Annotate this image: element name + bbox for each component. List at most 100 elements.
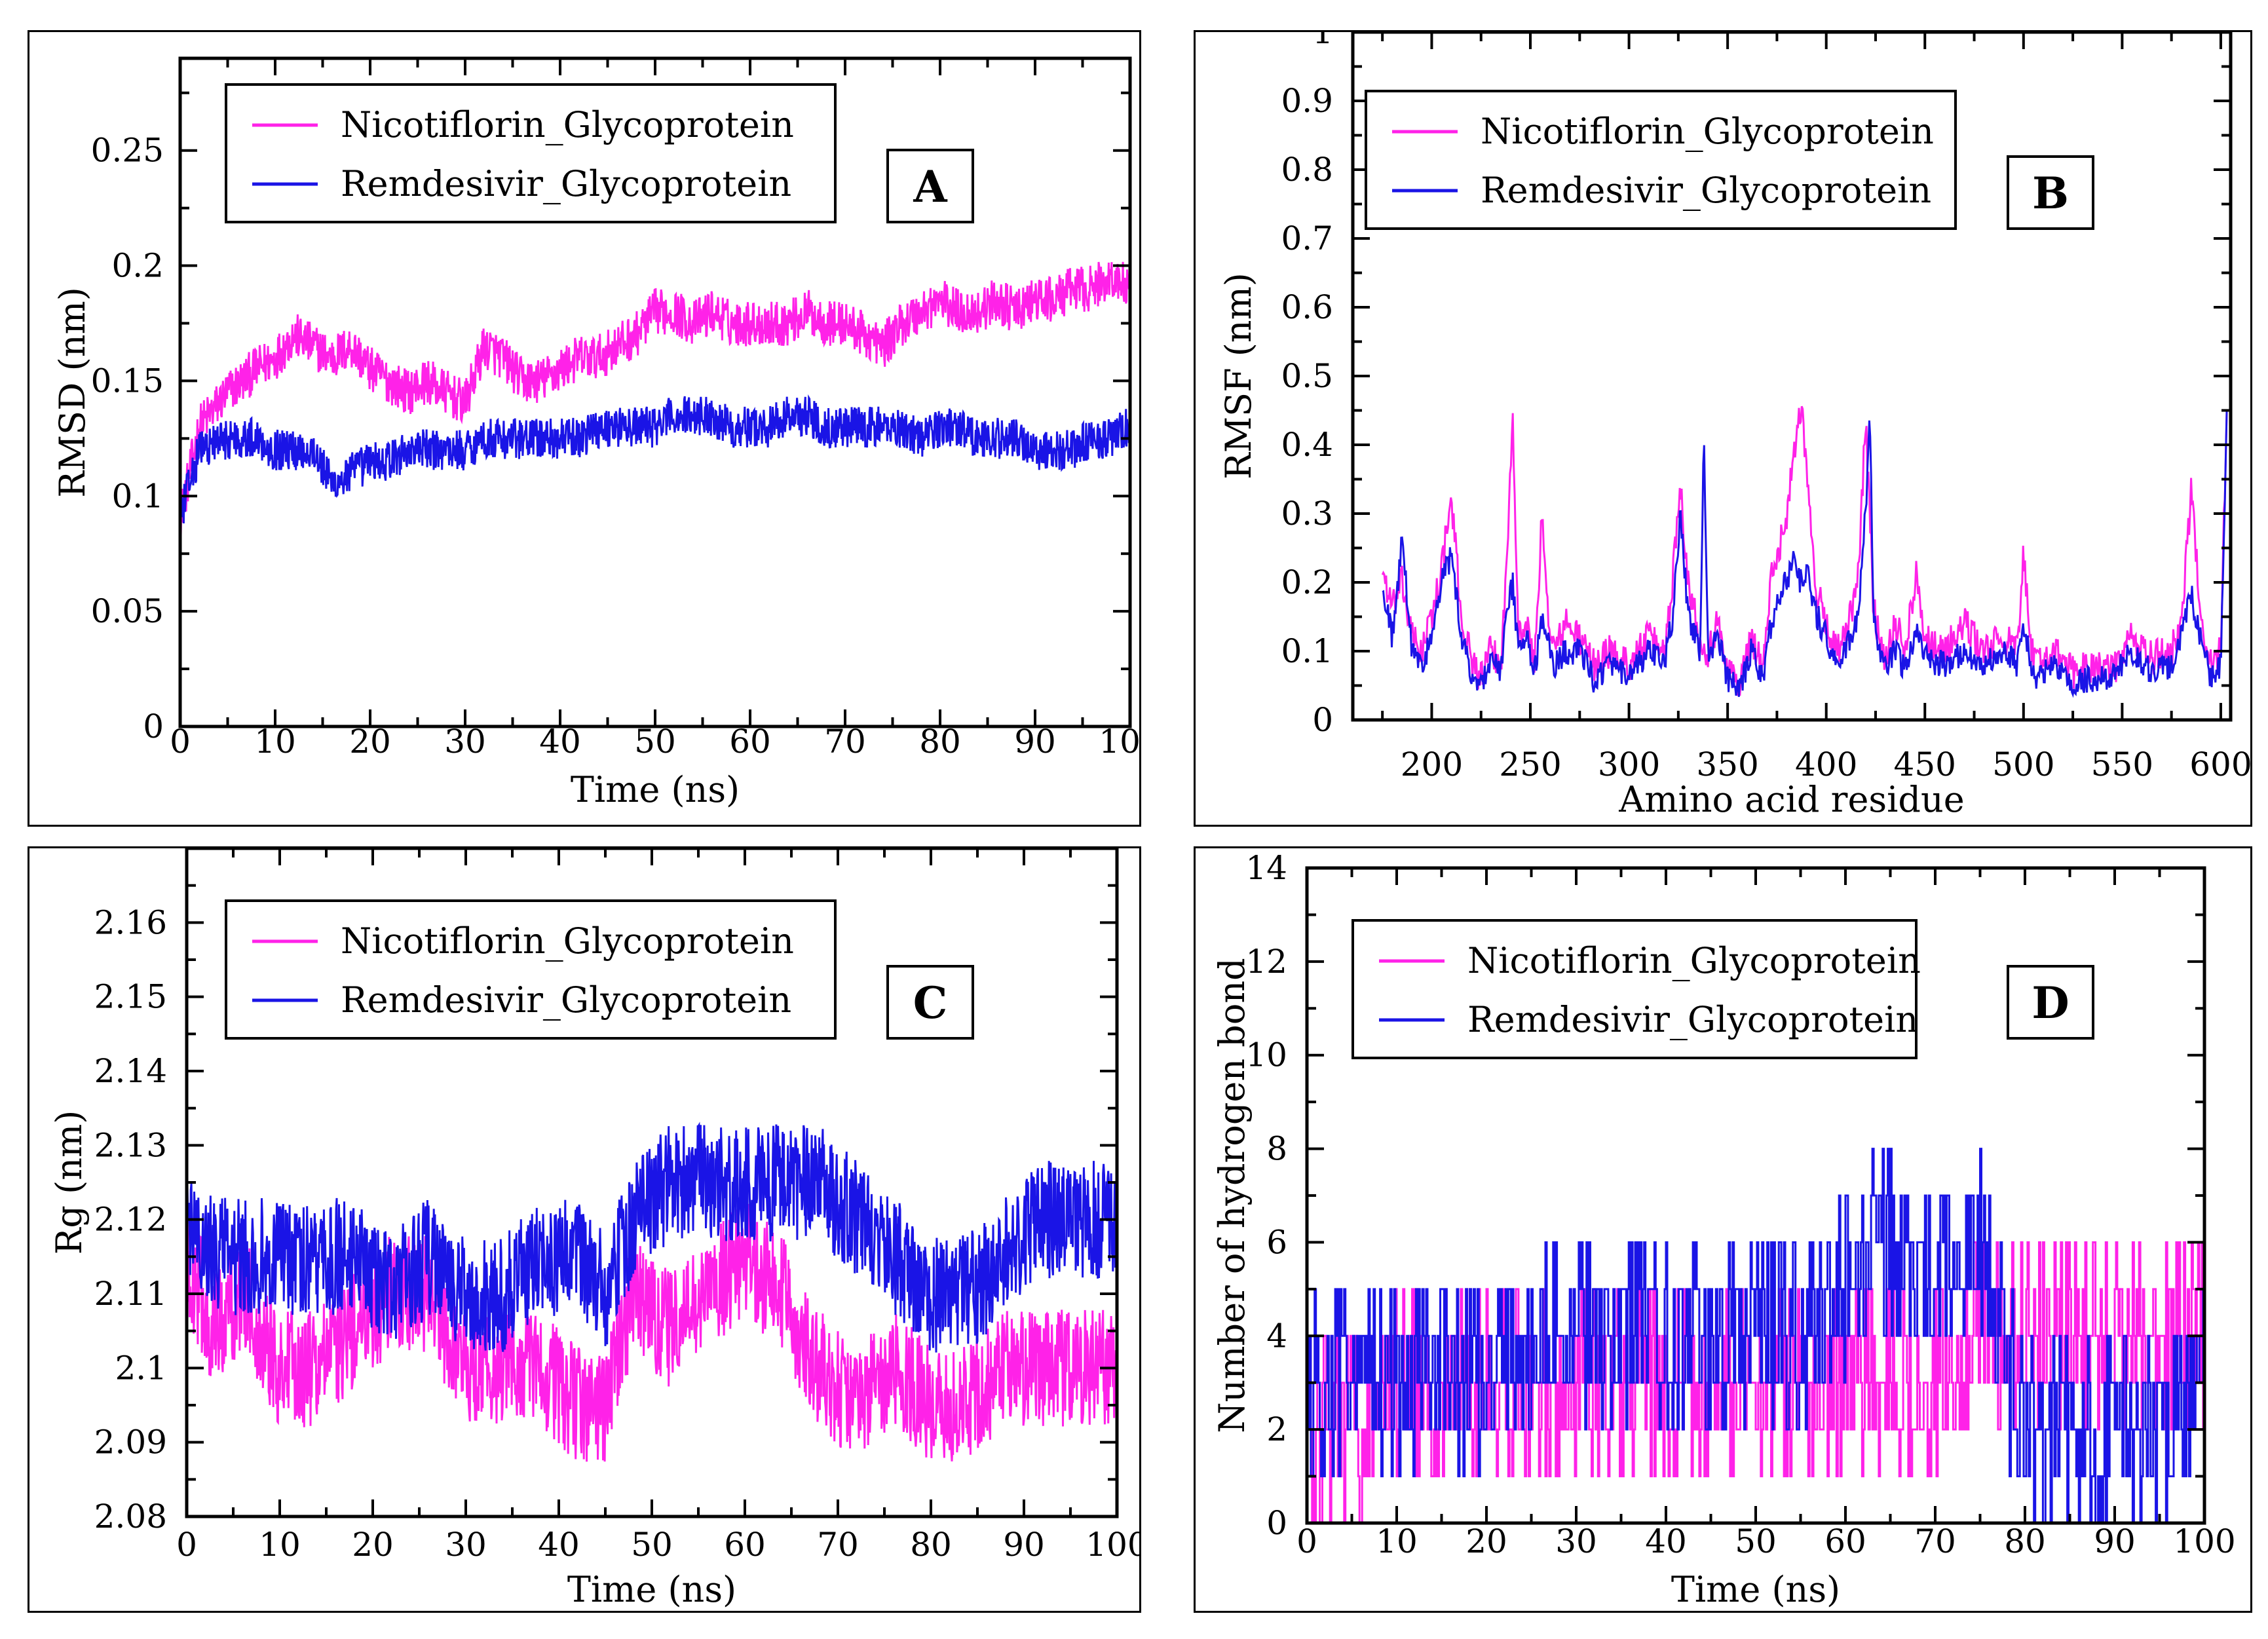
x-tick-label: 0 xyxy=(170,723,191,761)
y-tick-label: 0.9 xyxy=(1281,82,1333,120)
panel-letter: C xyxy=(913,977,948,1028)
y-tick-label: 0.2 xyxy=(1281,563,1333,601)
series-line-nicotiflorin xyxy=(180,261,1130,542)
y-tick-label: 12 xyxy=(1245,943,1287,981)
x-tick-label: 50 xyxy=(634,723,676,761)
panel-letter-box xyxy=(886,965,974,1040)
x-tick-label: 70 xyxy=(824,723,866,761)
x-tick-label: 20 xyxy=(352,1526,394,1564)
panel-letter: D xyxy=(2032,977,2069,1028)
x-tick-label: 0 xyxy=(176,1526,197,1564)
y-tick-label: 0.15 xyxy=(91,362,164,400)
y-tick-label: 2.12 xyxy=(94,1201,167,1239)
y-tick-label: 4 xyxy=(1266,1317,1287,1355)
x-tick-label: 60 xyxy=(729,723,771,761)
series-line-nicotiflorin xyxy=(1381,405,2228,696)
series-line-remdesivir xyxy=(1307,1148,2204,1523)
series-line-remdesivir xyxy=(180,394,1130,524)
x-tick-label: 100 xyxy=(1099,723,1139,761)
y-tick-label: 0 xyxy=(143,707,164,745)
x-axis-label: Time (ns) xyxy=(1671,1569,1840,1610)
y-tick-label: 2.09 xyxy=(94,1423,167,1461)
x-tick-label: 10 xyxy=(254,723,296,761)
legend: Nicotiflorin_Glycoprotein Remdesivir_Glyc… xyxy=(225,899,837,1040)
x-tick-label: 500 xyxy=(1992,745,2054,783)
x-tick-label: 90 xyxy=(1014,723,1056,761)
y-tick-label: 2.13 xyxy=(94,1126,167,1164)
x-tick-label: 30 xyxy=(445,1526,487,1564)
y-tick-label: 0.1 xyxy=(1281,632,1333,670)
series-line-remdesivir xyxy=(1382,411,2228,698)
x-tick-label: 50 xyxy=(631,1526,673,1564)
y-axis-label: RMSD (nm) xyxy=(52,287,93,498)
y-tick-label: 0.2 xyxy=(111,247,164,285)
y-tick-label: 1 xyxy=(1312,32,1333,51)
chart-b-svg: 200 250 300 350 400 450 500 550 600 0 0.1 0.2 0.3 0.4… xyxy=(1218,32,2250,820)
y-tick-label: 2 xyxy=(1266,1410,1287,1448)
x-tick-label: 60 xyxy=(1824,1522,1866,1560)
legend-label-remdesivir: Remdesivir_Glycoprotein xyxy=(341,979,791,1021)
panel-a: 0 10 20 30 40 50 60 70 80 90 100 0 0.05 0.1 0.15 0.2 0.2… xyxy=(28,30,1141,827)
y-axis-label: Rg (nm) xyxy=(48,1110,90,1255)
y-tick-label: 14 xyxy=(1245,849,1287,887)
panel-c: 0 10 20 30 40 50 60 70 80 90 100 2.08 2.09 2.1 2.11 2.1… xyxy=(28,846,1141,1613)
x-tick-label: 100 xyxy=(1086,1526,1139,1564)
y-axis-label: Number of hydrogen bond xyxy=(1211,958,1253,1433)
panel-letter: A xyxy=(913,161,947,212)
legend-label-remdesivir: Remdesivir_Glycoprotein xyxy=(1467,999,1918,1040)
x-tick-label: 40 xyxy=(538,1526,580,1564)
y-tick-label: 0 xyxy=(1266,1504,1287,1542)
y-tick-label: 0.8 xyxy=(1281,151,1333,189)
chart-c-svg: 0 10 20 30 40 50 60 70 80 90 100 2.08 2.09 2.1 2.11 2.1… xyxy=(48,848,1139,1610)
y-axis-label: RMSF (nm) xyxy=(1218,273,1259,480)
x-tick-label: 80 xyxy=(919,723,961,761)
y-tick-label: 2.15 xyxy=(94,978,167,1016)
legend: Nicotiflorin_Glycoprotein Remdesivir_Glyc… xyxy=(225,83,837,223)
x-tick-label: 40 xyxy=(539,723,581,761)
y-tick-label: 0.6 xyxy=(1281,288,1333,326)
y-tick-label: 0.05 xyxy=(91,592,164,630)
x-axis-label: Amino acid residue xyxy=(1618,779,1964,820)
x-tick-label: 10 xyxy=(259,1526,301,1564)
legend-label-nicotiflorin: Nicotiflorin_Glycoprotein xyxy=(341,104,794,145)
x-axis-label: Time (ns) xyxy=(567,1569,736,1610)
x-tick-label: 300 xyxy=(1598,745,1660,783)
y-tick-label: 0.1 xyxy=(111,477,164,515)
x-tick-label: 10 xyxy=(1376,1522,1418,1560)
x-tick-label: 70 xyxy=(817,1526,859,1564)
legend-label-nicotiflorin: Nicotiflorin_Glycoprotein xyxy=(1467,940,1921,981)
legend: Nicotiflorin_Glycoprotein Remdesivir_Glyc… xyxy=(1351,919,1921,1059)
x-axis-label: Time (ns) xyxy=(571,769,740,810)
y-tick-label: 8 xyxy=(1266,1130,1287,1168)
x-tick-label: 60 xyxy=(724,1526,766,1564)
y-tick-label: 2.16 xyxy=(94,903,167,941)
x-tick-label: 90 xyxy=(2094,1522,2136,1560)
x-tick-label: 350 xyxy=(1696,745,1758,783)
x-tick-label: 250 xyxy=(1499,745,1561,783)
panel-letter-box xyxy=(2007,155,2094,230)
x-tick-label: 50 xyxy=(1735,1522,1777,1560)
panel-letter: B xyxy=(2032,168,2069,219)
chart-d-svg: 0 10 20 30 40 50 60 70 80 90 100 0 2 4 6 8 10 12 14 Time (n… xyxy=(1211,849,2236,1610)
x-tick-label: 30 xyxy=(444,723,486,761)
y-tick-label: 0.7 xyxy=(1281,219,1333,257)
y-tick-label: 0.25 xyxy=(91,132,164,170)
x-tick-label: 450 xyxy=(1894,745,1956,783)
panel-b: 200 250 300 350 400 450 500 550 600 0 0.1 0.2 0.3 0.4… xyxy=(1194,30,2252,827)
x-tick-label: 100 xyxy=(2173,1522,2235,1560)
series-line-nicotiflorin xyxy=(187,1202,1117,1462)
legend-label-remdesivir: Remdesivir_Glycoprotein xyxy=(1481,170,1931,211)
y-tick-label: 0.3 xyxy=(1281,495,1333,533)
legend-label-remdesivir: Remdesivir_Glycoprotein xyxy=(341,163,791,204)
x-tick-label: 90 xyxy=(1003,1526,1045,1564)
series-line-remdesivir xyxy=(187,1121,1117,1353)
y-tick-label: 2.11 xyxy=(94,1275,167,1313)
y-tick-label: 2.1 xyxy=(115,1349,167,1387)
panel-letter-box xyxy=(2007,965,2094,1040)
legend-label-nicotiflorin: Nicotiflorin_Glycoprotein xyxy=(341,920,794,962)
x-tick-label: 20 xyxy=(349,723,391,761)
y-tick-label: 2.14 xyxy=(94,1052,167,1090)
y-tick-label: 10 xyxy=(1245,1036,1287,1074)
y-tick-label: 6 xyxy=(1266,1223,1287,1261)
x-tick-label: 80 xyxy=(910,1526,952,1564)
